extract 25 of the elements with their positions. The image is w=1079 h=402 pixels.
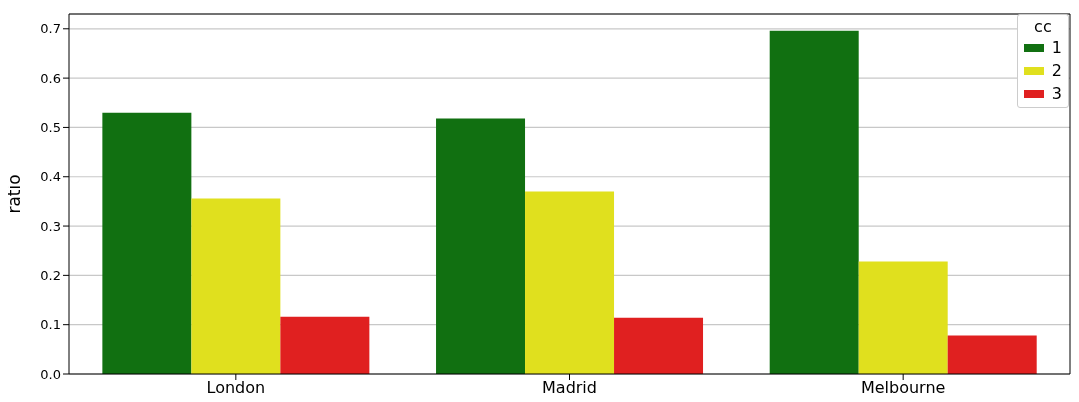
legend-label: 3 [1051,83,1062,105]
y-tick-label: 0.3 [40,218,61,234]
legend-label: 1 [1051,37,1062,59]
y-tick-label: 0.1 [40,317,61,333]
x-tick-label: Melbourne [860,378,946,398]
bar [280,316,370,374]
bar [102,112,192,374]
bar [436,118,526,374]
y-tick-label: 0.0 [40,366,61,382]
bar [947,335,1037,374]
bar [614,317,704,374]
legend-title: cc [1033,17,1053,36]
bar [858,261,948,374]
x-tick-label: Madrid [542,378,597,398]
y-tick-label: 0.5 [40,120,61,136]
bar [191,198,281,374]
y-axis-title: ratio [4,174,25,214]
x-tick-label: London [206,378,266,398]
y-tick-label: 0.2 [40,267,61,283]
y-tick-label: 0.4 [40,169,61,185]
y-tick-label: 0.6 [40,70,61,86]
y-tick-label: 0.7 [40,21,61,37]
bar [769,30,859,374]
bar [525,191,615,374]
legend-label: 2 [1051,60,1062,82]
